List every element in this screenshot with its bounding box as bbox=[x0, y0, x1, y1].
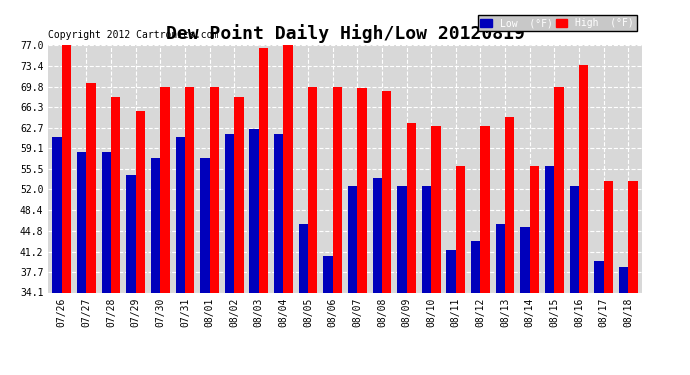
Bar bbox=[382, 91, 391, 375]
Bar bbox=[520, 227, 530, 375]
Bar bbox=[225, 134, 234, 375]
Bar bbox=[274, 134, 284, 375]
Bar bbox=[406, 123, 416, 375]
Bar bbox=[604, 181, 613, 375]
Bar bbox=[594, 261, 604, 375]
Title: Dew Point Daily High/Low 20120819: Dew Point Daily High/Low 20120819 bbox=[166, 24, 524, 44]
Bar bbox=[234, 97, 244, 375]
Bar bbox=[259, 48, 268, 375]
Bar bbox=[160, 87, 170, 375]
Bar bbox=[357, 88, 366, 375]
Bar bbox=[77, 152, 86, 375]
Bar bbox=[397, 186, 406, 375]
Bar bbox=[324, 256, 333, 375]
Bar bbox=[431, 126, 440, 375]
Bar bbox=[373, 178, 382, 375]
Bar bbox=[456, 166, 465, 375]
Bar bbox=[200, 158, 210, 375]
Bar bbox=[111, 97, 121, 375]
Bar bbox=[579, 65, 589, 375]
Bar bbox=[569, 186, 579, 375]
Bar bbox=[545, 166, 554, 375]
Bar bbox=[333, 87, 342, 375]
Bar bbox=[628, 181, 638, 375]
Bar bbox=[185, 87, 195, 375]
Bar bbox=[348, 186, 357, 375]
Bar bbox=[136, 111, 145, 375]
Bar bbox=[446, 250, 456, 375]
Bar bbox=[86, 82, 96, 375]
Bar bbox=[299, 224, 308, 375]
Bar bbox=[101, 152, 111, 375]
Bar bbox=[52, 137, 62, 375]
Bar bbox=[126, 175, 136, 375]
Bar bbox=[554, 87, 564, 375]
Bar bbox=[495, 224, 505, 375]
Bar bbox=[284, 42, 293, 375]
Bar bbox=[210, 87, 219, 375]
Legend: Low  (°F), High  (°F): Low (°F), High (°F) bbox=[477, 15, 637, 31]
Bar bbox=[505, 117, 515, 375]
Bar bbox=[480, 126, 490, 375]
Bar bbox=[175, 137, 185, 375]
Bar bbox=[308, 87, 317, 375]
Text: Copyright 2012 Cartronics.com: Copyright 2012 Cartronics.com bbox=[48, 30, 219, 40]
Bar bbox=[151, 158, 160, 375]
Bar bbox=[422, 186, 431, 375]
Bar bbox=[471, 241, 480, 375]
Bar bbox=[530, 166, 539, 375]
Bar bbox=[62, 45, 71, 375]
Bar bbox=[619, 267, 628, 375]
Bar bbox=[250, 129, 259, 375]
